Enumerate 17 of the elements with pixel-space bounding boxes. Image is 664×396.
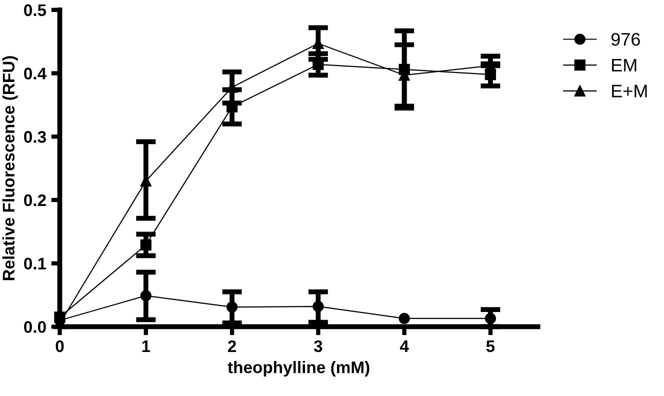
x-tick-label: 3 [314,340,322,352]
x-tick-label: 2 [228,340,236,352]
legend-label: 976 [611,32,640,46]
y-axis-title: Relative Fluorescence (RFU) [2,56,18,280]
legend-label: E+M [612,84,647,98]
x-tick-label: 0 [56,340,64,352]
x-tick-label: 1 [142,340,150,352]
y-tick-label: 0.4 [24,68,46,80]
y-tick-label: 0.3 [24,131,46,143]
x-axis-title: theophylline (mM) [228,360,370,377]
legend-label: EM [612,59,636,72]
y-tick-label: 0.2 [24,194,46,206]
x-tick-label: 5 [486,340,495,352]
y-tick-label: 0.1 [24,258,46,270]
y-tick-label: 0.5 [24,4,46,16]
x-tick-label: 4 [400,340,409,352]
y-tick-label: 0.0 [24,321,46,333]
